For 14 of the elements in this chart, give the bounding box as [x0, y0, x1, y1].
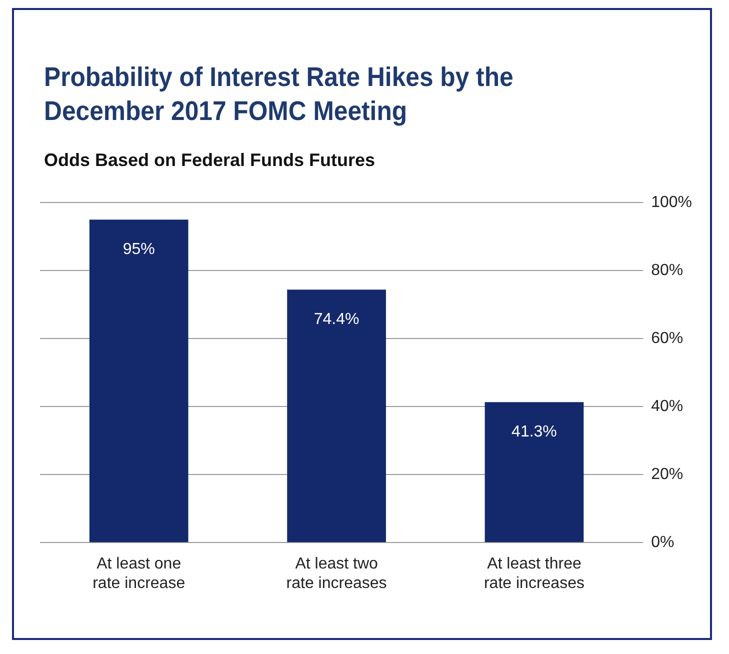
y-tick-label: 80% [651, 262, 684, 280]
y-tick-label: 100% [651, 194, 692, 212]
y-tick-label: 60% [651, 330, 684, 348]
x-tick-label: At least two rate increases [286, 556, 387, 592]
x-tick-label: At least one rate increase [92, 556, 186, 592]
chart-title: Probability of Interest Rate Hikes by the December 2017 FOMC Meeting [44, 61, 514, 128]
y-tick-label: 20% [651, 466, 684, 484]
y-tick-label: 40% [651, 398, 684, 416]
y-tick-label: 0% [651, 534, 674, 552]
data-label: 41.3% [512, 424, 557, 441]
data-label: 95% [122, 241, 155, 258]
chart-subtitle: Odds Based on Federal Funds Futures [44, 150, 376, 171]
data-label: 74.4% [314, 311, 360, 328]
x-tick-label: At least three rate increases [484, 556, 584, 592]
